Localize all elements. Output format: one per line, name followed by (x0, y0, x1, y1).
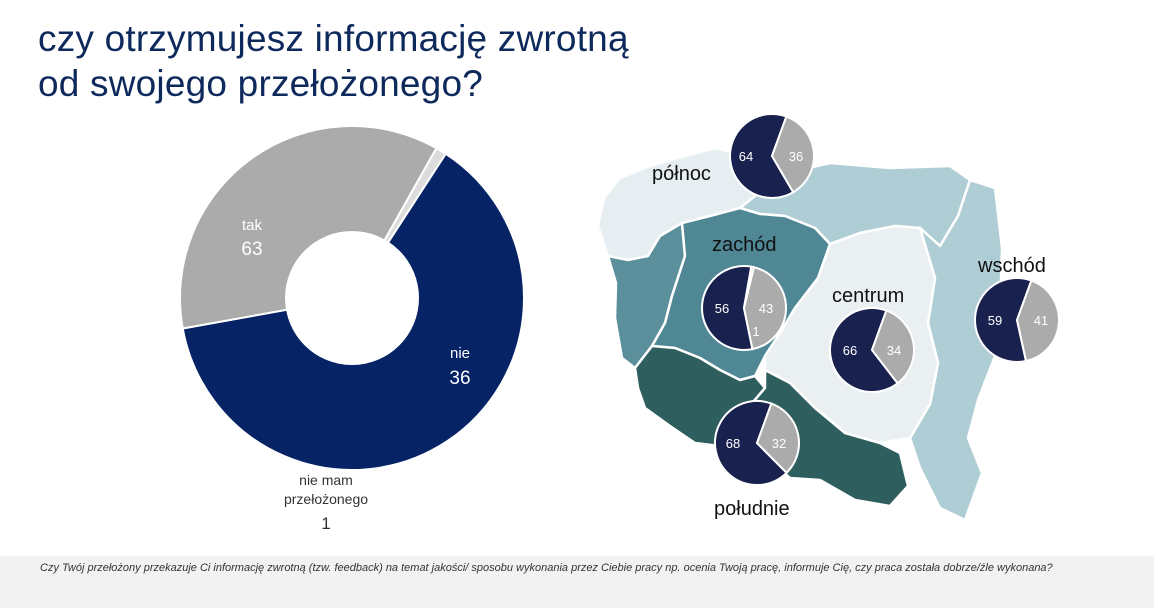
title-line-2: od swojego przełożonego? (38, 63, 484, 104)
region-pie-label-2-1: 34 (887, 343, 901, 358)
region-pie-label-3-0: 59 (988, 313, 1002, 328)
region-pie-outline-1 (701, 265, 787, 351)
label-nomanager-line2: przełożonego (284, 491, 368, 507)
pie-1: 56 431 (700, 265, 787, 351)
region-pie-outline-0 (729, 113, 815, 199)
page-title: czy otrzymujesz informację zwrotną od sw… (38, 16, 629, 106)
region-label-poludnie: południe (714, 498, 790, 520)
region-label-zachod: zachód (712, 234, 777, 256)
title-line-1: czy otrzymujesz informację zwrotną (38, 18, 629, 59)
region-pie-label-4-1: 32 (772, 436, 786, 451)
label-nie-value: 36 (449, 368, 470, 389)
donut-hole (285, 231, 419, 365)
pie-3: 59 41 (974, 277, 1060, 363)
footnote-box: Czy Twój przełożony przekazuje Ci inform… (0, 556, 1154, 608)
map-pies: 64 36 56 431 66 34 59 41 68 32 (700, 113, 1060, 486)
region-pie-outline-2 (829, 307, 915, 393)
donut-slice-1 (179, 125, 438, 330)
region-pie-label-1-1: 43 (759, 301, 773, 316)
poland-map: 64 36 56 431 66 34 59 41 68 32 północ zachód cent… (596, 113, 1060, 522)
label-nie-name: nie (450, 345, 470, 362)
region-pie-label-0-1: 36 (789, 149, 803, 164)
donut-chart: tak 63 nie 36 nie mam przełożonego 1 (179, 125, 525, 533)
pie-0: 64 36 (729, 113, 815, 199)
region-label-wschod: wschód (977, 255, 1046, 277)
region-pie-label-1-2: 1 (752, 324, 759, 339)
pie-4: 68 32 (714, 400, 800, 486)
region-pie-label-0-0: 64 (739, 149, 753, 164)
region-pie-label-1-0: 56 (715, 301, 729, 316)
label-tak-name: tak (242, 217, 263, 234)
label-nomanager-line1: nie mam (299, 472, 353, 488)
region-label-centrum: centrum (832, 285, 904, 307)
region-pie-outline-4 (714, 400, 800, 486)
region-pie-label-3-1: 41 (1034, 313, 1048, 328)
label-nomanager-value: 1 (321, 514, 330, 533)
footnote-text: Czy Twój przełożony przekazuje Ci inform… (40, 562, 1053, 574)
label-tak-value: 63 (241, 239, 262, 260)
region-pie-label-2-0: 66 (843, 343, 857, 358)
pie-2: 66 34 (829, 307, 915, 393)
region-pie-outline-3 (974, 277, 1060, 363)
region-pie-label-4-0: 68 (726, 436, 740, 451)
region-label-polnoc: północ (652, 163, 711, 185)
map-regions (596, 146, 1004, 522)
